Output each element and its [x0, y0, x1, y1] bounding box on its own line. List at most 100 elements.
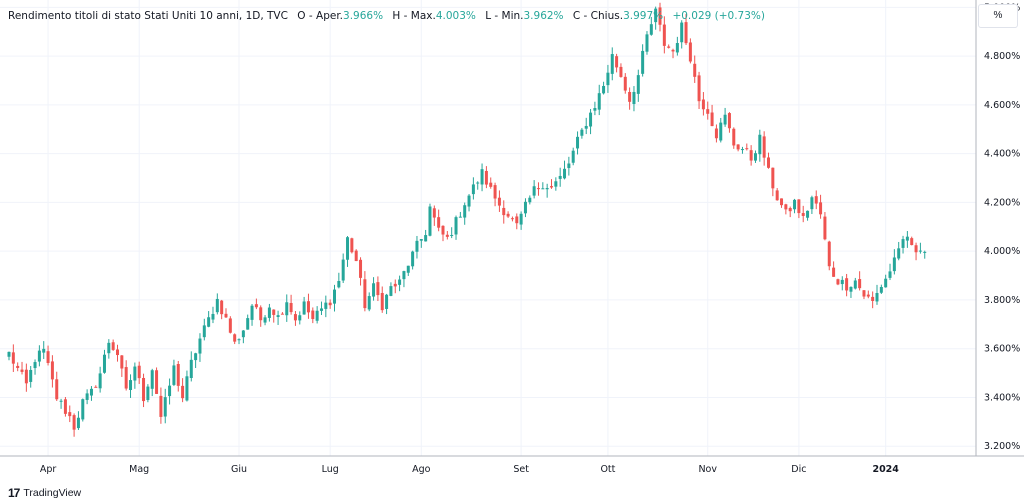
candle-body	[20, 369, 24, 372]
high-value: 4.003%	[435, 10, 476, 22]
candle-body	[107, 342, 111, 354]
candle	[389, 282, 393, 297]
candle-body	[111, 342, 115, 350]
candle-body	[810, 197, 814, 210]
candle	[801, 205, 805, 223]
candle-body	[510, 218, 514, 220]
candle	[675, 36, 679, 56]
price-tick-label: 3.200%	[984, 441, 1020, 452]
candle-body	[42, 348, 46, 353]
candle	[254, 298, 258, 310]
candle-body	[619, 66, 623, 77]
close-value: 3.997%	[623, 10, 664, 22]
candle-body	[558, 175, 562, 179]
candle-body	[667, 46, 671, 48]
candle	[367, 292, 371, 312]
candle-body	[849, 286, 853, 292]
candle	[324, 295, 328, 318]
candle-body	[142, 377, 146, 402]
candle-body	[276, 315, 280, 317]
price-tick-label: 4.800%	[984, 51, 1020, 62]
candle-body	[402, 271, 406, 280]
candle-body	[415, 240, 419, 252]
tradingview-branding[interactable]: 17 TradingView	[8, 486, 81, 500]
candle-body	[59, 400, 63, 402]
candle-body	[419, 239, 423, 241]
candle-body	[450, 234, 454, 236]
candle	[198, 333, 202, 362]
candle-body	[29, 369, 33, 382]
candle	[224, 308, 228, 319]
candle-body	[68, 412, 72, 417]
candle-body	[185, 376, 189, 401]
candle	[159, 387, 163, 424]
candle	[46, 345, 50, 366]
candle	[897, 241, 901, 261]
candle	[272, 309, 276, 323]
candle	[545, 183, 549, 198]
candle-body	[836, 279, 840, 285]
candle	[471, 177, 475, 200]
candle-body	[528, 197, 532, 203]
candle-body	[432, 208, 436, 218]
candle	[33, 359, 37, 375]
candle	[892, 249, 896, 275]
candle	[636, 69, 640, 102]
candle	[884, 274, 888, 288]
candle-body	[793, 199, 797, 210]
candle	[181, 378, 185, 403]
candle	[528, 195, 532, 205]
candle	[541, 182, 545, 190]
candle-body	[671, 49, 675, 52]
price-tick-label: 4.600%	[984, 100, 1020, 111]
candle-body	[72, 415, 76, 430]
candle-body	[50, 361, 54, 380]
candle	[207, 311, 211, 328]
time-axis[interactable]: Apr Mag Giu Lug Ago Set Ott Nov Dic 2024	[40, 464, 899, 475]
candle-body	[832, 267, 836, 277]
candle-body	[645, 34, 649, 52]
candle-body	[489, 182, 493, 187]
candle-body	[393, 283, 397, 287]
candle-body	[202, 325, 206, 338]
candle-body	[858, 279, 862, 289]
candle-body	[892, 257, 896, 272]
candle-body	[662, 24, 666, 46]
symbol-title[interactable]: Rendimento titoli di stato Stati Uniti 1…	[8, 10, 288, 22]
candle-body	[463, 205, 467, 218]
candle-body	[753, 153, 757, 161]
candle-body	[471, 184, 475, 195]
candle	[654, 6, 658, 30]
unit-toggle-button[interactable]: %	[978, 4, 1018, 28]
candle-body	[736, 144, 740, 150]
candle	[263, 315, 267, 326]
candle-body	[536, 188, 540, 190]
candle-body	[797, 199, 801, 214]
candle-body	[758, 134, 762, 155]
candle-body	[632, 91, 636, 105]
price-axis[interactable]: 3.200% 3.400% 3.600% 3.800% 4.000% 4.200% 4.40…	[984, 2, 1020, 452]
candle	[432, 205, 436, 226]
time-tick-label: Ott	[600, 464, 615, 475]
candle	[615, 53, 619, 73]
candle	[914, 242, 918, 261]
candle-body	[771, 167, 775, 189]
candle	[363, 271, 367, 312]
candle	[385, 293, 389, 315]
candle	[645, 31, 649, 55]
time-tick-label: Mag	[129, 464, 149, 475]
candle-body	[233, 334, 237, 342]
candle	[875, 284, 879, 305]
price-tick-label: 4.400%	[984, 149, 1020, 160]
price-tick-label: 3.800%	[984, 295, 1020, 306]
candle-body	[207, 317, 211, 327]
candle-body	[515, 216, 519, 224]
candle	[484, 166, 488, 189]
candle-body	[762, 136, 766, 158]
candle-body	[615, 56, 619, 68]
candle-body	[684, 22, 688, 44]
candle	[233, 333, 237, 345]
open-value: 3.966%	[343, 10, 384, 22]
candle	[784, 203, 788, 215]
